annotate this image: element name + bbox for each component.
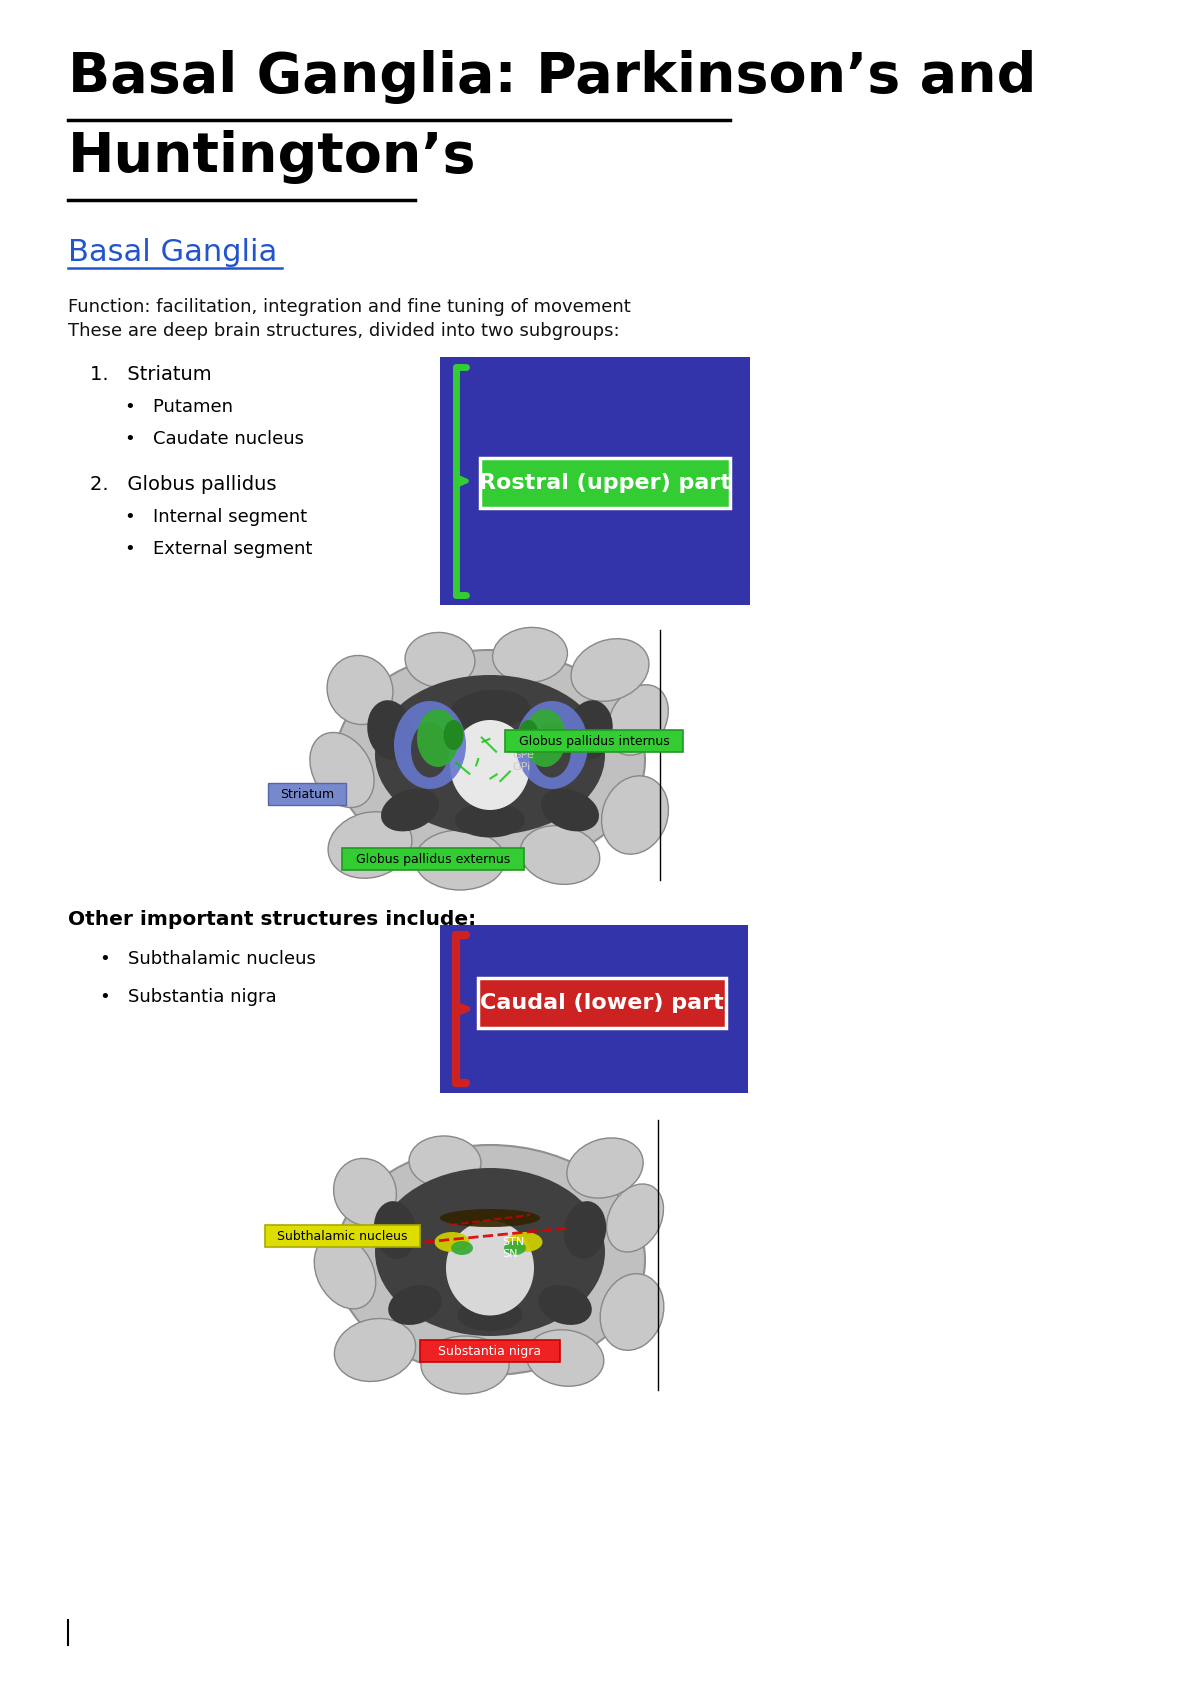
Ellipse shape <box>335 1144 646 1375</box>
Ellipse shape <box>518 720 539 751</box>
Text: Basal Ganglia: Basal Ganglia <box>68 238 277 267</box>
Text: Rostral (upper) part: Rostral (upper) part <box>479 474 731 492</box>
Ellipse shape <box>521 825 600 885</box>
Ellipse shape <box>606 1184 664 1251</box>
Bar <box>480 458 730 508</box>
Ellipse shape <box>421 1336 509 1394</box>
Ellipse shape <box>434 1233 469 1251</box>
Text: STN
SN: STN SN <box>502 1238 524 1258</box>
Text: Huntington’s: Huntington’s <box>68 131 476 183</box>
Bar <box>265 1224 420 1246</box>
Ellipse shape <box>450 720 530 810</box>
Text: Caudal (lower) part: Caudal (lower) part <box>480 993 724 1014</box>
Text: •   Putamen: • Putamen <box>125 397 233 416</box>
Ellipse shape <box>601 776 668 854</box>
Text: Basal Ganglia: Parkinson’s and: Basal Ganglia: Parkinson’s and <box>68 49 1037 104</box>
Bar <box>268 783 346 805</box>
Text: Other important structures include:: Other important structures include: <box>68 910 476 929</box>
Ellipse shape <box>374 1200 416 1258</box>
Ellipse shape <box>394 701 466 790</box>
Text: Striatum: Striatum <box>280 788 334 800</box>
Text: 1.   Striatum: 1. Striatum <box>90 365 211 384</box>
Ellipse shape <box>310 732 374 808</box>
Ellipse shape <box>566 1138 643 1199</box>
Ellipse shape <box>571 638 649 701</box>
Ellipse shape <box>524 710 566 767</box>
Ellipse shape <box>406 632 475 688</box>
Text: Striatum
GPe
GPi: Striatum GPe GPi <box>512 739 560 771</box>
Ellipse shape <box>541 788 599 832</box>
Bar <box>440 925 748 1094</box>
Ellipse shape <box>335 650 646 869</box>
Ellipse shape <box>440 1209 540 1228</box>
Ellipse shape <box>607 684 668 756</box>
Ellipse shape <box>334 1158 396 1226</box>
Bar <box>440 357 750 604</box>
Ellipse shape <box>380 788 439 832</box>
Ellipse shape <box>328 655 392 725</box>
Ellipse shape <box>409 1136 481 1189</box>
Ellipse shape <box>455 803 526 837</box>
Ellipse shape <box>457 1299 522 1331</box>
Ellipse shape <box>367 700 413 759</box>
Text: Globus pallidus internus: Globus pallidus internus <box>518 735 670 747</box>
Ellipse shape <box>335 1319 415 1382</box>
Ellipse shape <box>374 1168 605 1336</box>
Ellipse shape <box>492 627 568 683</box>
Ellipse shape <box>516 701 588 790</box>
Ellipse shape <box>504 1241 526 1255</box>
Text: Function: facilitation, integration and fine tuning of movement: Function: facilitation, integration and … <box>68 299 631 316</box>
Bar <box>505 730 683 752</box>
Ellipse shape <box>533 723 571 778</box>
Ellipse shape <box>446 1221 534 1316</box>
Text: •   Substantia nigra: • Substantia nigra <box>100 988 277 1005</box>
Ellipse shape <box>418 710 458 767</box>
Text: 2.   Globus pallidus: 2. Globus pallidus <box>90 475 276 494</box>
Ellipse shape <box>508 1233 542 1251</box>
Ellipse shape <box>410 723 449 778</box>
Bar <box>342 847 524 869</box>
Ellipse shape <box>600 1274 664 1350</box>
Text: Subthalamic nucleus: Subthalamic nucleus <box>277 1229 408 1243</box>
Ellipse shape <box>568 700 613 759</box>
Ellipse shape <box>415 830 505 890</box>
Ellipse shape <box>451 1241 473 1255</box>
Ellipse shape <box>538 1285 592 1324</box>
Ellipse shape <box>314 1234 376 1309</box>
Text: These are deep brain structures, divided into two subgroups:: These are deep brain structures, divided… <box>68 323 619 340</box>
Ellipse shape <box>526 1330 604 1386</box>
Bar <box>420 1340 560 1362</box>
Ellipse shape <box>450 689 530 730</box>
Bar <box>478 978 726 1027</box>
Text: •   External segment: • External segment <box>125 540 312 559</box>
Text: •   Internal segment: • Internal segment <box>125 508 307 526</box>
Text: •   Caudate nucleus: • Caudate nucleus <box>125 430 304 448</box>
Ellipse shape <box>374 676 605 835</box>
Text: Substantia nigra: Substantia nigra <box>438 1345 541 1357</box>
Ellipse shape <box>328 812 412 878</box>
Ellipse shape <box>444 720 463 751</box>
Ellipse shape <box>388 1285 442 1324</box>
Ellipse shape <box>564 1200 606 1258</box>
Text: •   Subthalamic nucleus: • Subthalamic nucleus <box>100 949 316 968</box>
Text: Globus pallidus externus: Globus pallidus externus <box>356 852 510 866</box>
